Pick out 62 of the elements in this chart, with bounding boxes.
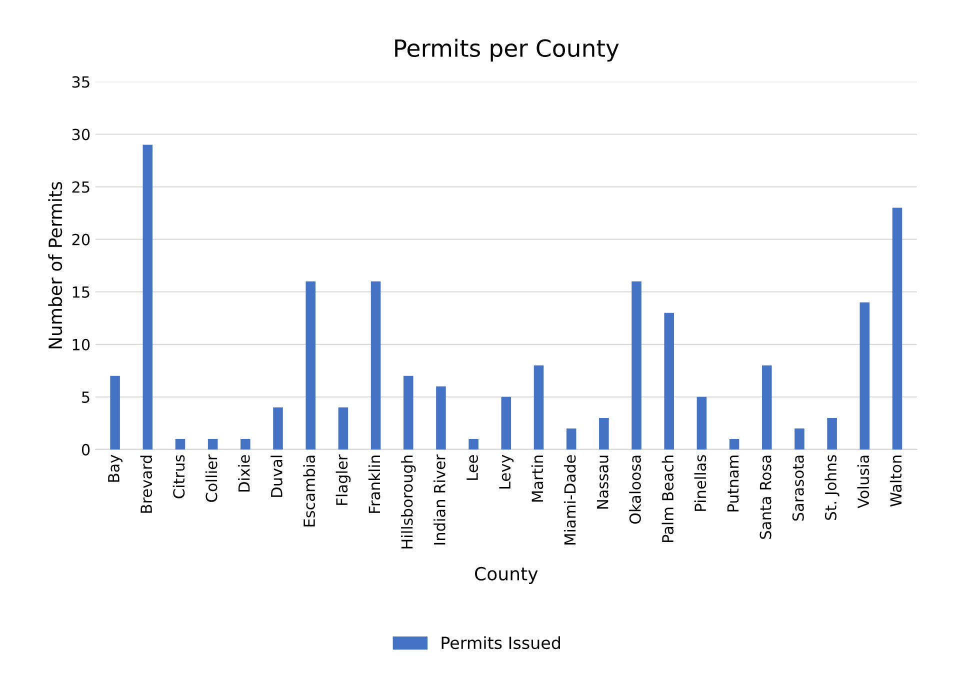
x-tick-label: Franklin — [368, 456, 380, 513]
bar — [468, 438, 478, 450]
x-tick-label: Citrus — [172, 455, 185, 498]
x-tick-label: Hillsborough — [400, 456, 416, 548]
x-tick-label: Sarasota — [792, 456, 804, 521]
x-tick-label: Santa Rosa — [760, 456, 772, 539]
x-tick-label: Nassau — [597, 456, 608, 509]
bar — [110, 376, 120, 450]
bar — [306, 281, 316, 450]
y-tick-label: 0 — [82, 444, 90, 456]
x-tick-label: Levy — [499, 454, 514, 489]
x-tick-label: Flagler — [336, 454, 351, 505]
x-tick-label: Putnam — [727, 456, 739, 512]
x-tick-label: Bay — [108, 454, 122, 482]
bar — [175, 438, 186, 450]
bar — [632, 281, 642, 450]
bar — [338, 407, 348, 450]
y-tick-label: 20 — [72, 234, 90, 246]
y-axis-title: Number of Permits — [48, 182, 62, 348]
bar — [794, 428, 804, 450]
x-axis-title: County — [475, 566, 538, 584]
y-tick-label: 30 — [72, 128, 90, 140]
x-tick-label: Collier — [205, 454, 218, 502]
bar — [436, 386, 446, 450]
bar — [208, 438, 218, 450]
bar — [892, 208, 902, 450]
x-tick-label: St. Johns — [824, 455, 840, 520]
x-tick-label: Dixie — [238, 455, 250, 492]
x-tick-label: Walton — [890, 456, 902, 507]
bar — [762, 365, 772, 450]
bar — [566, 428, 576, 450]
chart-title: Permits per County — [395, 38, 619, 62]
x-tick-label: Okaloosa — [629, 456, 641, 524]
legend-label: Permits Issued — [442, 636, 560, 650]
bar — [664, 312, 674, 450]
x-tick-label: Palm Beach — [662, 456, 674, 542]
bar — [860, 302, 870, 450]
bar — [240, 438, 250, 450]
x-tick-label: Pinellas — [694, 455, 706, 511]
bar — [403, 376, 414, 450]
bar — [501, 396, 512, 450]
bar — [534, 365, 544, 450]
y-tick-label: 10 — [72, 338, 90, 350]
x-tick-label: Volusia — [857, 456, 870, 508]
x-tick-label: Martin — [531, 456, 544, 502]
x-tick-label: Lee — [466, 455, 478, 480]
x-tick-label: Escambia — [303, 456, 316, 526]
x-tick-label: Miami-Dade — [564, 455, 576, 544]
bar — [729, 438, 740, 450]
bar — [370, 281, 381, 450]
bar — [142, 144, 153, 450]
y-tick-label: 15 — [72, 286, 90, 298]
y-tick-label: 5 — [82, 392, 90, 403]
x-tick-label: Indian River — [434, 454, 446, 544]
x-tick-label: Brevard — [140, 456, 152, 513]
bar — [599, 418, 609, 450]
y-tick-label: 35 — [72, 76, 90, 88]
bar — [273, 407, 283, 450]
x-tick-label: Duval — [270, 456, 282, 497]
bar — [827, 418, 837, 450]
bar — [696, 396, 707, 450]
y-tick-label: 25 — [72, 181, 90, 193]
